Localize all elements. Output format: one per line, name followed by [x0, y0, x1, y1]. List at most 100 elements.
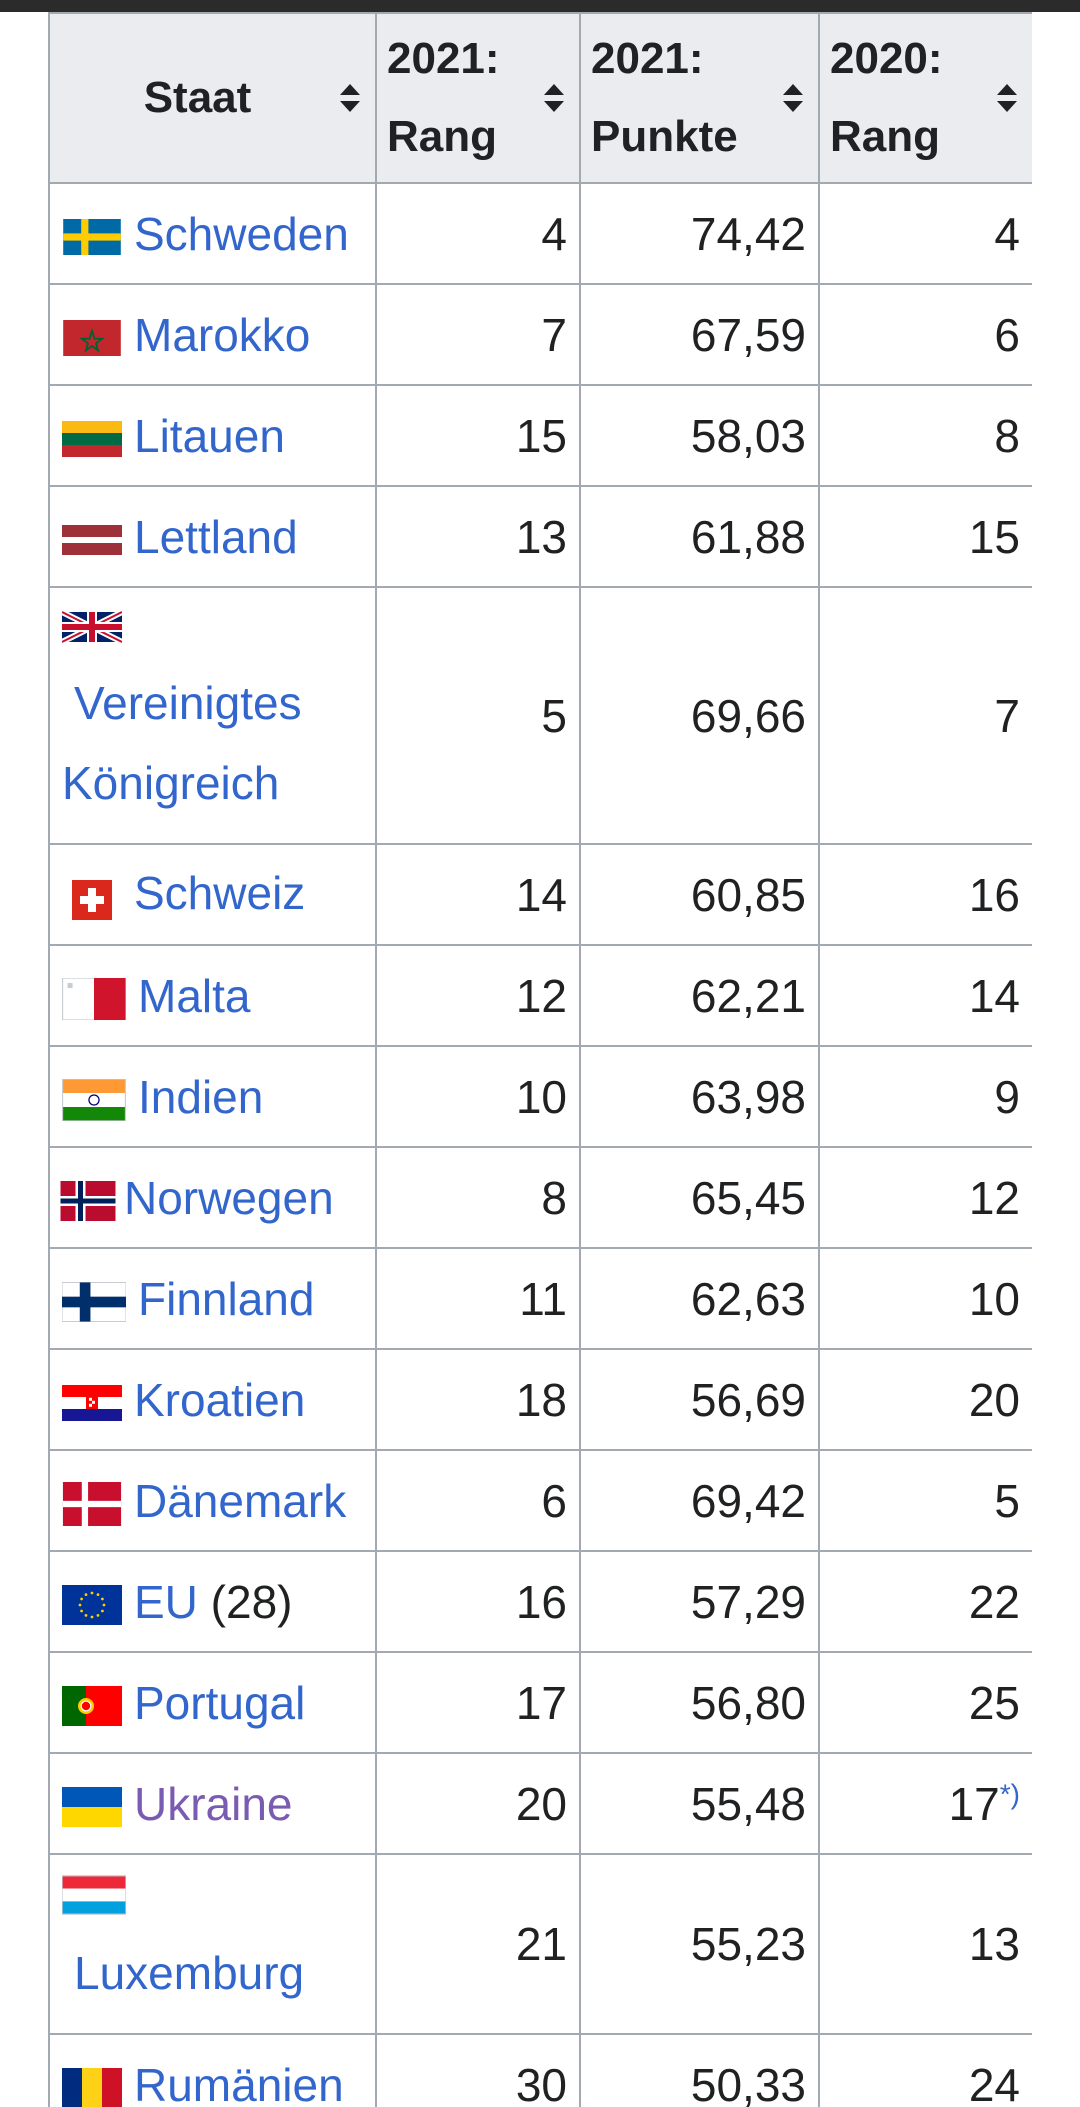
- rang-2020-cell: 20: [818, 1348, 1032, 1451]
- country-suffix: (28): [197, 1575, 293, 1628]
- table-row: Finnland 11 62,63 10: [48, 1247, 1032, 1350]
- sort-icon[interactable]: [339, 82, 361, 114]
- rang-2020-cell: 10: [818, 1247, 1032, 1350]
- rang-2020-cell: 22: [818, 1550, 1032, 1653]
- rang-2021-cell: 30: [375, 2033, 581, 2107]
- country-link[interactable]: Litauen: [134, 409, 285, 462]
- rang-2021-cell: 5: [375, 586, 581, 845]
- country-link[interactable]: Kroatien: [134, 1373, 306, 1426]
- malta-flag-icon: [62, 978, 126, 1021]
- country-link[interactable]: Schweiz: [134, 866, 306, 919]
- eu-flag-icon: [62, 1585, 122, 1626]
- table-row: Lettland 13 61,88 15: [48, 485, 1032, 588]
- top-status-bar: [0, 0, 1080, 12]
- country-link[interactable]: Portugal: [134, 1676, 306, 1729]
- rang-2021-cell: 17: [375, 1651, 581, 1754]
- rang-2020-cell: 25: [818, 1651, 1032, 1754]
- country-cell: Dänemark: [48, 1449, 377, 1552]
- morocco-flag-icon: [63, 320, 121, 357]
- footnote-link[interactable]: *): [999, 1778, 1020, 1810]
- punkte-2021-cell: 69,66: [579, 586, 820, 845]
- rang-2020-cell: 4: [818, 182, 1032, 285]
- norway-flag-icon: [60, 1181, 116, 1222]
- ranking-table: Staat 2021: Rang 2021: Punkte 2020: Rang…: [48, 12, 1032, 2107]
- country-cell: Schweiz: [48, 843, 377, 946]
- table-row: Dänemark 6 69,42 5: [48, 1449, 1032, 1552]
- country-cell: Indien: [48, 1045, 377, 1148]
- table-row: Rumänien 30 50,33 24: [48, 2033, 1032, 2107]
- country-link[interactable]: Malta: [138, 969, 251, 1022]
- country-link[interactable]: EU: [134, 1575, 198, 1628]
- country-link[interactable]: Schweden: [134, 207, 349, 260]
- rang-2021-cell: 7: [375, 283, 581, 386]
- country-cell: Rumänien: [48, 2033, 377, 2107]
- country-link[interactable]: Luxemburg: [74, 1947, 305, 1999]
- rang-2020-cell: 15: [818, 485, 1032, 588]
- punkte-2021-cell: 57,29: [579, 1550, 820, 1653]
- punkte-2021-cell: 60,85: [579, 843, 820, 946]
- header-staat[interactable]: Staat: [48, 12, 377, 184]
- country-link[interactable]: Dänemark: [134, 1474, 347, 1527]
- country-link[interactable]: Indien: [138, 1070, 264, 1123]
- country-cell: Norwegen: [48, 1146, 377, 1249]
- header-punkte-2021[interactable]: 2021: Punkte: [579, 12, 820, 184]
- table-row: Marokko 7 67,59 6: [48, 283, 1032, 386]
- sweden-flag-icon: [63, 219, 121, 256]
- header-rang-2021[interactable]: 2021: Rang: [375, 12, 581, 184]
- rang-2021-cell: 21: [375, 1853, 581, 2035]
- header-rang-2020[interactable]: 2020: Rang: [818, 12, 1032, 184]
- lithuania-flag-icon: [62, 421, 122, 458]
- rang-2021-cell: 12: [375, 944, 581, 1047]
- table-container: Staat 2021: Rang 2021: Punkte 2020: Rang…: [48, 12, 1032, 2107]
- rang-2020-cell: 24: [818, 2033, 1032, 2107]
- luxembourg-flag-icon: [62, 1875, 126, 1915]
- header-rang-2021-label: 2021: Rang: [387, 34, 500, 161]
- rang-2020-cell: 14: [818, 944, 1032, 1047]
- punkte-2021-cell: 55,23: [579, 1853, 820, 2035]
- rang-2021-cell: 20: [375, 1752, 581, 1855]
- rang-2021-cell: 10: [375, 1045, 581, 1148]
- punkte-2021-cell: 56,69: [579, 1348, 820, 1451]
- punkte-2021-cell: 62,63: [579, 1247, 820, 1350]
- table-row: Ukraine 20 55,48 17*): [48, 1752, 1032, 1855]
- sort-icon[interactable]: [543, 82, 565, 114]
- sort-icon[interactable]: [782, 82, 804, 114]
- punkte-2021-cell: 58,03: [579, 384, 820, 487]
- rang-2021-cell: 16: [375, 1550, 581, 1653]
- table-row: Portugal 17 56,80 25: [48, 1651, 1032, 1754]
- portugal-flag-icon: [62, 1686, 122, 1727]
- punkte-2021-cell: 63,98: [579, 1045, 820, 1148]
- table-row: Kroatien 18 56,69 20: [48, 1348, 1032, 1451]
- denmark-flag-icon: [62, 1482, 122, 1527]
- country-cell: Finnland: [48, 1247, 377, 1350]
- country-link[interactable]: Lettland: [134, 510, 298, 563]
- table-row: Schweden 4 74,42 4: [48, 182, 1032, 285]
- country-link[interactable]: Finnland: [138, 1272, 315, 1325]
- finland-flag-icon: [62, 1282, 126, 1323]
- rang-2020-cell: 16: [818, 843, 1032, 946]
- country-link[interactable]: Marokko: [134, 308, 311, 361]
- country-cell: EU (28): [48, 1550, 377, 1653]
- header-rang-2020-label: 2020: Rang: [830, 34, 943, 161]
- punkte-2021-cell: 65,45: [579, 1146, 820, 1249]
- table-row: Schweiz 14 60,85 16: [48, 843, 1032, 946]
- punkte-2021-cell: 55,48: [579, 1752, 820, 1855]
- country-link[interactable]: Norwegen: [124, 1171, 334, 1224]
- country-link[interactable]: Rumänien: [134, 2058, 344, 2107]
- rang-2021-cell: 18: [375, 1348, 581, 1451]
- uk-flag-icon: [62, 608, 122, 645]
- country-cell: Luxemburg: [48, 1853, 377, 2035]
- country-link[interactable]: Ukraine: [134, 1777, 293, 1830]
- country-cell: Schweden: [48, 182, 377, 285]
- rang-2021-cell: 11: [375, 1247, 581, 1350]
- romania-flag-icon: [62, 2068, 122, 2107]
- country-cell: Marokko: [48, 283, 377, 386]
- punkte-2021-cell: 50,33: [579, 2033, 820, 2107]
- croatia-flag-icon: [62, 1385, 122, 1422]
- rang-2021-cell: 13: [375, 485, 581, 588]
- sort-icon[interactable]: [996, 82, 1018, 114]
- rang-2020-cell: 6: [818, 283, 1032, 386]
- country-cell: Kroatien: [48, 1348, 377, 1451]
- country-link[interactable]: Vereinigtes Königreich: [62, 676, 302, 809]
- table-row: Luxemburg 21 55,23 13: [48, 1853, 1032, 2035]
